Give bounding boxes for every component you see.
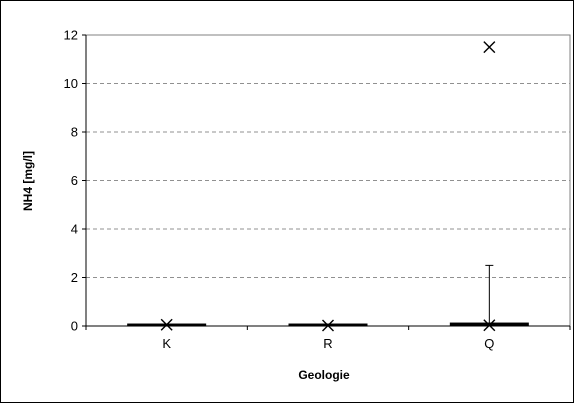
x-axis-title: Geologie (298, 368, 350, 382)
y-tick-label-5: 10 (64, 76, 78, 91)
y-tick-label-4: 8 (71, 125, 78, 140)
y-tick-label-1: 2 (71, 270, 78, 285)
y-tick-label-2: 4 (71, 222, 78, 237)
y-axis-title: NH4 [mg/l] (21, 151, 35, 211)
outlier-k-0 (160, 318, 173, 331)
x-tick-label-q: Q (484, 336, 494, 351)
y-tick-label-6: 12 (64, 28, 78, 43)
outlier-r-0 (322, 319, 334, 332)
x-tick-label-r: R (323, 336, 332, 351)
outlier-q-1 (483, 41, 496, 54)
x-tick-label-k: K (162, 336, 171, 351)
outlier-q-0 (483, 319, 496, 332)
y-tick-label-3: 6 (71, 173, 78, 188)
y-tick-label-0: 0 (71, 319, 78, 334)
